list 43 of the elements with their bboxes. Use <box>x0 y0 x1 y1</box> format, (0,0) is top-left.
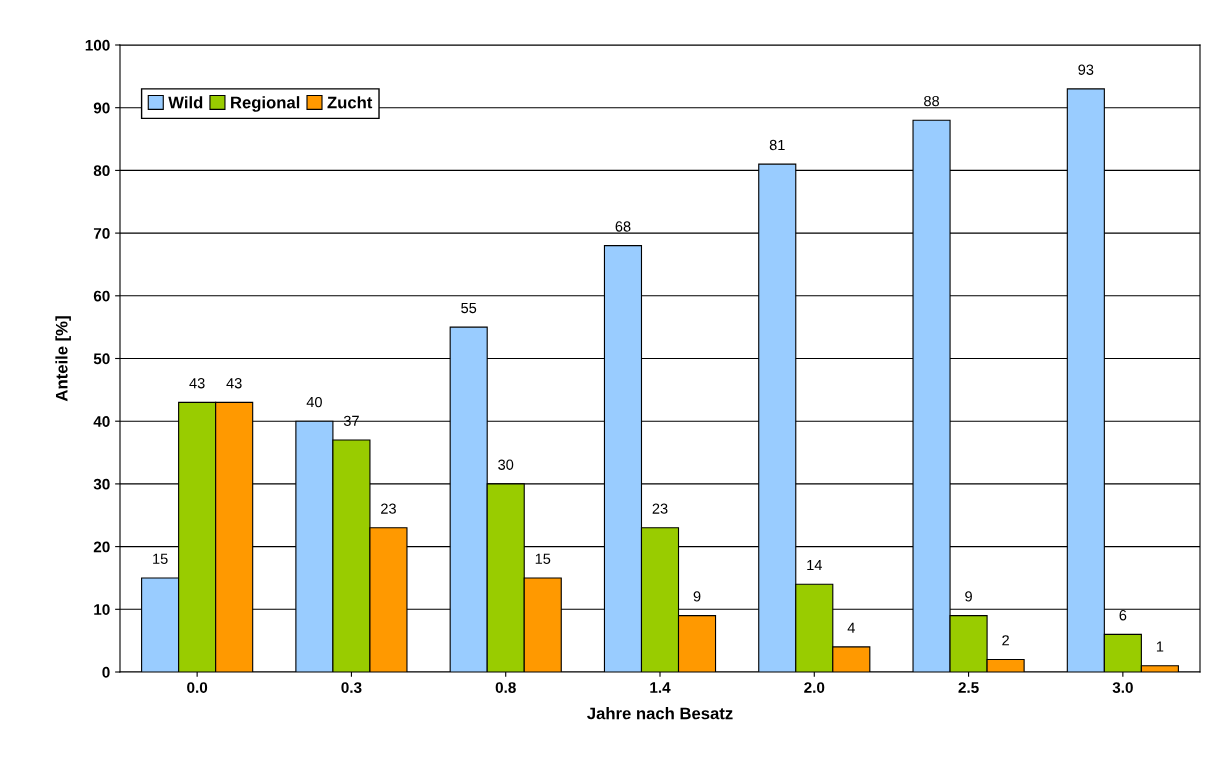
data-label: 4 <box>847 622 855 633</box>
y-tick-label: 20 <box>93 541 110 553</box>
x-tick-label: 3.0 <box>1112 682 1133 693</box>
y-tick-label: 0 <box>102 666 110 678</box>
y-tick-label: 30 <box>93 478 110 490</box>
data-label: 55 <box>461 302 477 314</box>
data-label: 81 <box>769 139 785 151</box>
data-label: 43 <box>226 378 242 389</box>
data-label: 30 <box>498 459 514 470</box>
y-tick-label: 80 <box>93 165 110 177</box>
data-label: 15 <box>153 553 168 564</box>
legend-label: Zucht <box>327 96 373 109</box>
legend-label: Wild <box>168 96 203 109</box>
x-tick-label: 0.3 <box>341 682 362 693</box>
data-label: 43 <box>189 378 205 389</box>
y-tick-label: 100 <box>85 39 110 51</box>
y-tick-label: 90 <box>93 102 110 114</box>
y-axis-title: Anteile [%] <box>55 316 71 402</box>
x-tick-label: 0.0 <box>187 682 208 693</box>
y-tick-label: 10 <box>94 604 110 615</box>
x-tick-label: 2.5 <box>958 682 979 693</box>
y-tick-label: 60 <box>93 290 110 302</box>
data-label: 88 <box>924 95 940 107</box>
data-label: 23 <box>381 503 396 514</box>
data-label: 15 <box>535 553 551 564</box>
data-label: 9 <box>693 591 701 602</box>
data-label: 1 <box>1156 641 1164 652</box>
data-label: 40 <box>306 396 322 408</box>
x-axis-title: Jahre nach Besatz <box>587 707 733 720</box>
legend-label: Regional <box>231 96 300 112</box>
y-tick-label: 40 <box>93 416 110 427</box>
y-tick-label: 50 <box>93 353 110 365</box>
data-label: 6 <box>1119 610 1127 621</box>
x-tick-label: 0.8 <box>495 682 516 693</box>
x-tick-label: 1.4 <box>650 682 671 693</box>
x-tick-label: 2.0 <box>804 682 825 693</box>
data-label: 23 <box>652 503 668 514</box>
data-label: 2 <box>1002 635 1009 646</box>
data-label: 9 <box>965 591 972 602</box>
y-tick-label: 70 <box>93 227 110 239</box>
data-label: 68 <box>615 221 631 232</box>
data-label: 93 <box>1078 64 1094 75</box>
data-label: 14 <box>807 560 822 571</box>
